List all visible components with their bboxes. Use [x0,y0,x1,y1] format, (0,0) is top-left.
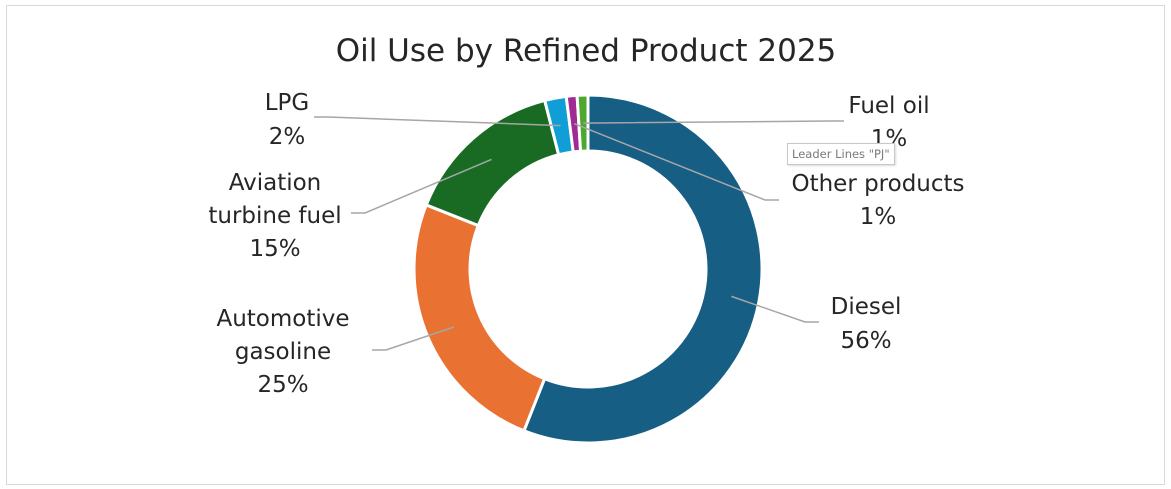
leader-lines-tooltip: Leader Lines "PJ" [787,143,895,165]
donut-slices [412,93,764,445]
value-label-other-products: 1% [860,204,897,230]
leader-lines [314,116,844,351]
leader-line-aviation-turbine-fuel [351,158,492,214]
label-automotive-gasoline-line-2: gasoline [235,339,331,365]
value-label-automotive-gasoline: 25% [257,372,308,398]
leader-line-automotive-gasoline [372,326,455,351]
leader-line-other-products [573,122,779,201]
label-diesel: Diesel [831,294,902,320]
leader-line-diesel [731,295,819,323]
value-label-diesel: 56% [840,328,891,354]
label-lpg: LPG [265,90,310,116]
leader-line-lpg [314,116,561,127]
slice-automotive-gasoline[interactable] [412,202,547,433]
chart-title: Oil Use by Refined Product 2025 [336,33,837,69]
value-label-aviation-turbine-fuel: 15% [249,236,300,262]
label-aviation-turbine-fuel-line-1: Aviation [229,170,322,196]
slice-diesel[interactable] [521,93,764,445]
leader-line-fuel-oil [583,120,844,124]
value-label-lpg: 2% [269,124,306,150]
slice-fuel-oil[interactable] [575,93,590,153]
slice-aviation-turbine-fuel[interactable] [424,98,561,228]
label-aviation-turbine-fuel-line-2: turbine fuel [208,203,341,229]
label-other-products: Other products [791,171,964,197]
label-fuel-oil: Fuel oil [848,93,929,119]
label-automotive-gasoline-line-1: Automotive [216,306,349,332]
